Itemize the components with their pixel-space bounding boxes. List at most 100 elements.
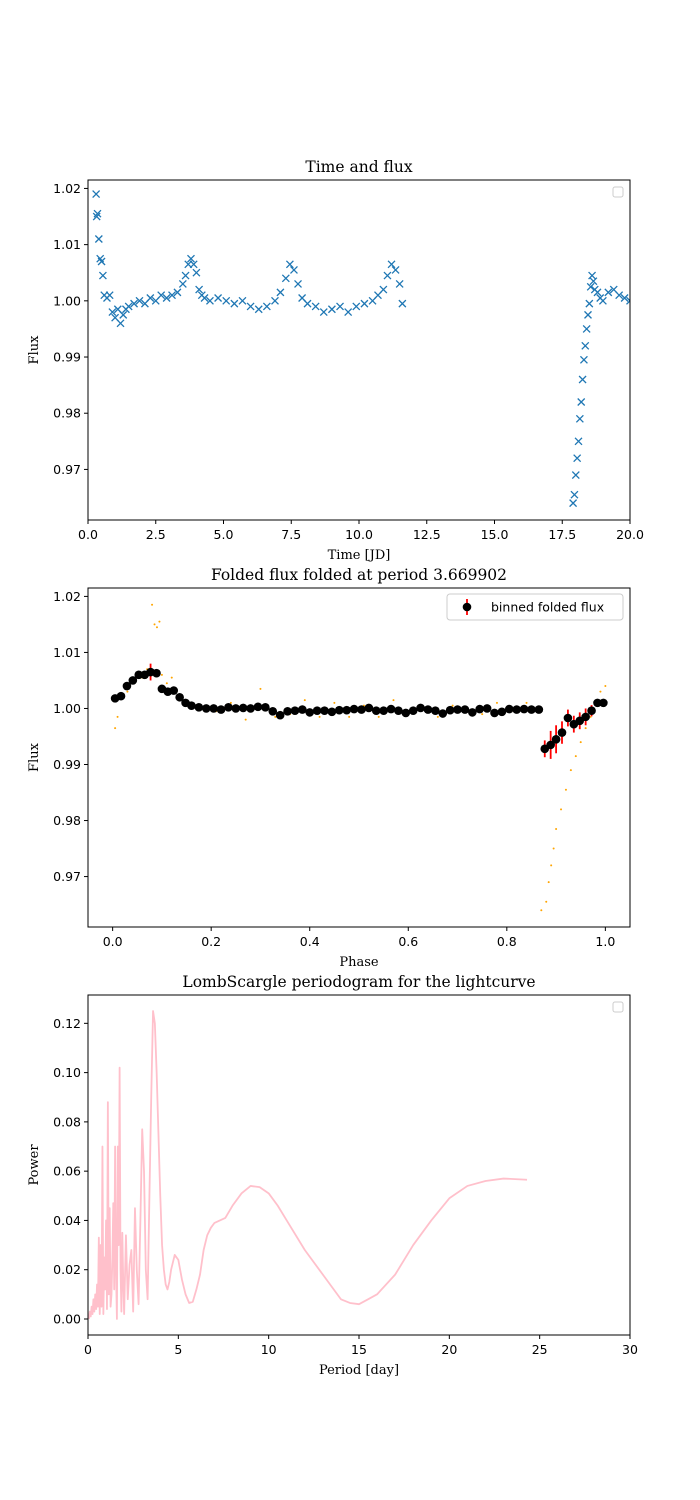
data-point [135, 296, 144, 305]
data-point [178, 280, 187, 288]
y-tick-label: 0.10 [53, 1065, 81, 1080]
raw-point [589, 715, 592, 718]
data-point [569, 499, 578, 508]
data-point [146, 294, 155, 302]
raw-point [160, 673, 163, 676]
binned-point [379, 706, 388, 716]
y-tick-label: 0.98 [53, 406, 81, 421]
binned-point [563, 713, 573, 723]
data-point [189, 260, 198, 269]
binned-point [134, 670, 144, 680]
data-point [254, 305, 263, 314]
data-point [290, 265, 298, 274]
y-tick-label: 0.99 [53, 350, 81, 365]
chart-panel-1: Time and flux 0.0 2.5 5.0 7.5 10.0 12.5 15.0 17.… [27, 158, 644, 563]
data-point [391, 265, 400, 274]
y-tick-label: 1.01 [53, 237, 81, 252]
x-tick-label: 0 [84, 1342, 92, 1357]
x-tick-label: 20.0 [616, 527, 644, 542]
raw-point [525, 701, 528, 704]
binned-point [512, 705, 521, 714]
binned-point [460, 705, 470, 714]
data-point [571, 471, 580, 480]
binned-point [468, 708, 477, 717]
chart-title: LombScargle periodogram for the lightcur… [182, 973, 535, 991]
plot-area [92, 190, 630, 508]
raw-point [165, 682, 168, 685]
legend-marker [462, 602, 472, 612]
raw-point [318, 715, 321, 718]
data-point [319, 308, 328, 317]
binned-point [327, 707, 337, 717]
data-point [119, 310, 128, 319]
binned-point [416, 703, 425, 713]
data-point [336, 302, 344, 311]
binned-point [445, 705, 455, 715]
data-point [238, 296, 247, 305]
x-tick-label: 15 [351, 1342, 367, 1357]
data-point [187, 254, 195, 263]
raw-point [436, 715, 439, 718]
data-point [578, 375, 587, 384]
data-point [586, 282, 595, 291]
binned-point [497, 707, 507, 717]
x-tick-label: 30 [622, 1342, 638, 1357]
raw-point [451, 704, 454, 707]
raw-point [555, 827, 558, 830]
binned-point [216, 705, 226, 714]
axes-frame [87, 179, 631, 521]
y-tick-label: 0.98 [53, 813, 81, 828]
binned-point [152, 668, 161, 678]
binned-point [116, 691, 126, 701]
data-point [582, 324, 591, 333]
data-point [604, 288, 613, 297]
x-tick-label: 0.4 [300, 934, 320, 949]
y-tick-label: 1.01 [53, 645, 81, 660]
data-point [92, 190, 101, 199]
binned-point [438, 709, 448, 718]
data-point [383, 271, 392, 280]
binned-point [246, 704, 255, 713]
x-tick-label: 10.0 [345, 527, 373, 542]
binned-point [122, 681, 132, 691]
binned-point [320, 706, 329, 716]
data-point [181, 271, 190, 280]
x-axis-label: Time [JD] [328, 548, 391, 563]
data-point [93, 209, 102, 218]
raw-point [584, 727, 587, 730]
binned-point [290, 706, 300, 716]
data-point [285, 260, 294, 269]
binned-point [312, 706, 322, 716]
binned-point [453, 705, 462, 714]
data-point [344, 308, 353, 317]
data-point [230, 299, 239, 308]
y-axis-label: Flux [27, 742, 42, 772]
data-point [398, 299, 407, 308]
data-point [294, 280, 302, 288]
data-point [262, 302, 271, 311]
y-tick-label: 0.04 [53, 1213, 81, 1228]
raw-point [151, 603, 154, 606]
x-tick-label: 20 [441, 1342, 457, 1357]
x-tick-label: 5 [174, 1342, 182, 1357]
y-tick-label: 1.02 [53, 181, 81, 196]
data-point [620, 294, 629, 302]
raw-point [348, 715, 351, 718]
binned-point [401, 708, 411, 718]
raw-point [599, 690, 602, 693]
raw-point [560, 808, 563, 811]
binned-point [209, 704, 218, 713]
raw-point [569, 769, 572, 772]
binned-point [238, 703, 248, 713]
binned-point [298, 705, 307, 714]
y-tick-label: 0.02 [53, 1262, 81, 1277]
axes-frame [87, 994, 631, 1336]
raw-point [377, 715, 380, 718]
raw-point [229, 701, 232, 704]
y-tick-label: 0.97 [53, 462, 81, 477]
binned-point [593, 698, 602, 708]
data-point [98, 271, 107, 280]
legend-box-empty [612, 186, 624, 198]
y-axis-label: Flux [27, 335, 42, 365]
raw-point [545, 900, 548, 903]
